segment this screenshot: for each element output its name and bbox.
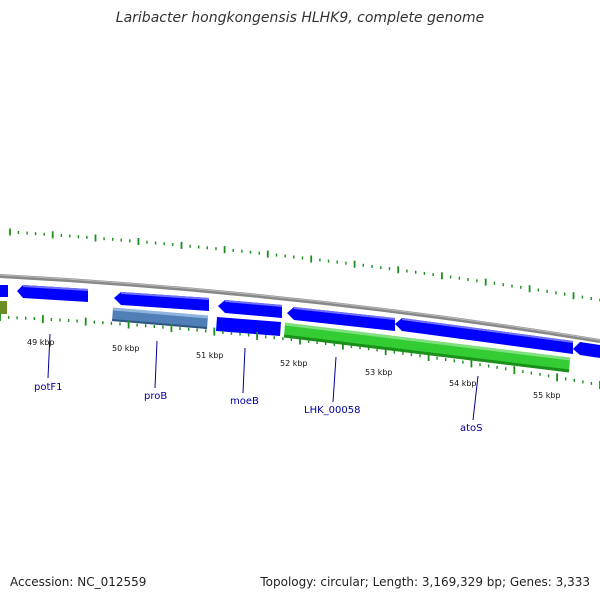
tick-label: 49 kbp — [27, 338, 55, 347]
gene-block-blue[interactable] — [216, 317, 281, 336]
map-title: Laribacter hongkongensis HLHK9, complete… — [115, 10, 485, 26]
outer-tick-ring — [9, 228, 600, 302]
gene-labels: potF1 proB moeB LHK_00058 atoS — [34, 333, 483, 434]
gene-label-proB[interactable]: proB — [144, 391, 167, 402]
gene-label-atoS[interactable]: atoS — [460, 423, 483, 434]
tick-label: 55 kbp — [533, 391, 561, 400]
tick-label: 50 kbp — [112, 344, 140, 353]
tick-label: 53 kbp — [365, 368, 393, 377]
forward-genes — [0, 285, 600, 358]
accession-text: Accession: NC_012559 — [10, 575, 147, 589]
gene-label-potF1[interactable]: potF1 — [34, 382, 63, 393]
topology-text: Topology: circular; Length: 3,169,329 bp… — [260, 575, 590, 589]
gene-block-olive[interactable] — [0, 301, 7, 314]
gene-arrow[interactable] — [0, 285, 8, 297]
genome-backbone — [0, 274, 600, 343]
gene-arrow[interactable] — [573, 342, 600, 358]
tick-labels: 49 kbp 50 kbp 51 kbp 52 kbp 53 kbp 54 kb… — [27, 338, 561, 400]
tick-label: 51 kbp — [196, 351, 224, 360]
gene-label-moeB[interactable]: moeB — [230, 396, 259, 407]
tick-label: 54 kbp — [449, 379, 477, 388]
tick-label: 52 kbp — [280, 359, 308, 368]
inner-tick-ring — [0, 313, 600, 389]
inner-genes — [0, 301, 571, 373]
gene-arrow[interactable] — [287, 307, 395, 331]
gene-block-steel[interactable] — [112, 308, 208, 329]
gene-block-rna[interactable] — [284, 323, 570, 372]
gene-label-LHK_00058[interactable]: LHK_00058 — [304, 405, 360, 416]
gene-arrow[interactable] — [395, 318, 573, 354]
